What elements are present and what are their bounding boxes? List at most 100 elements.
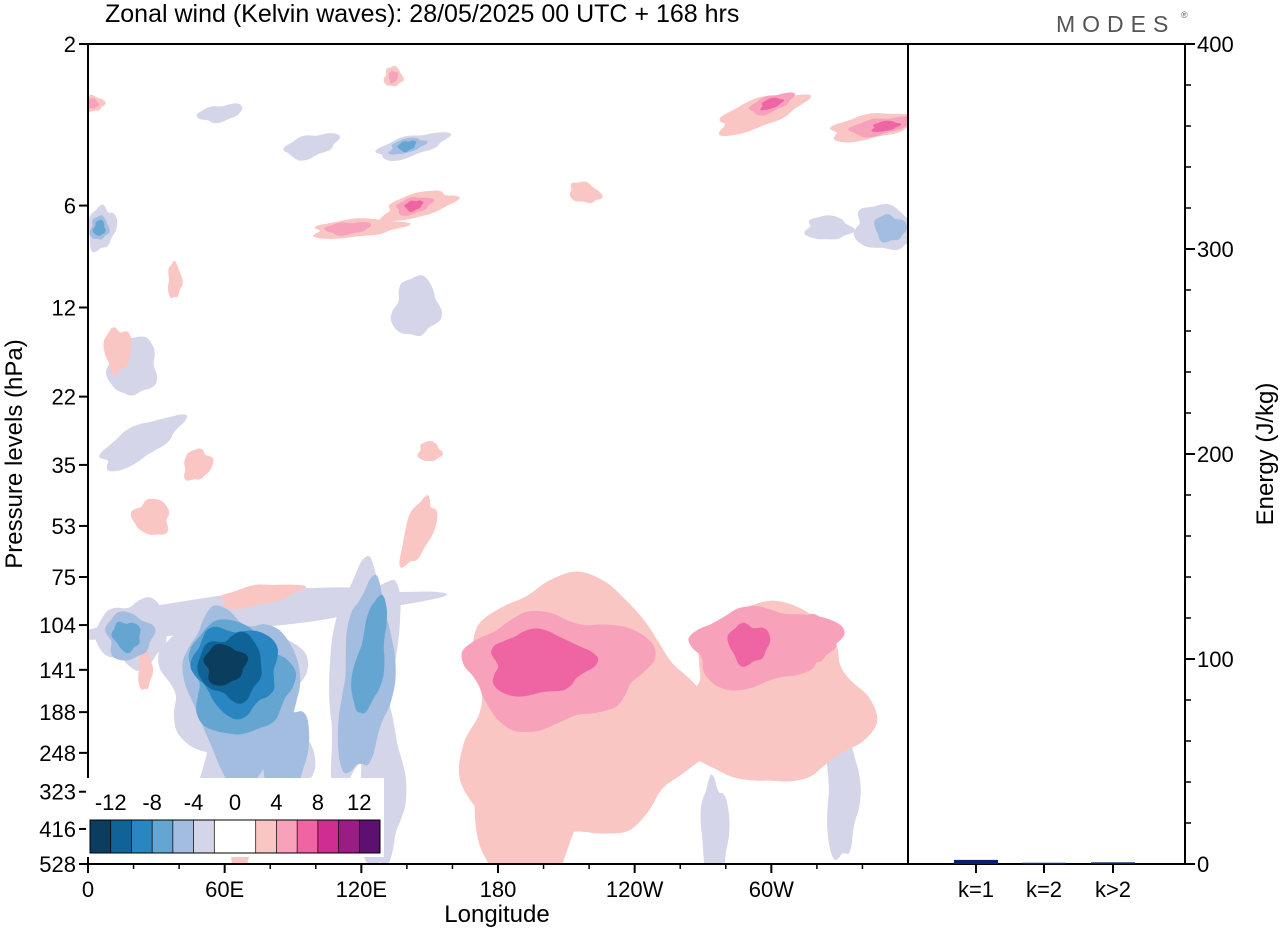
positive-wind-contour	[760, 97, 785, 111]
y-tick-label: 416	[39, 817, 76, 842]
negative-wind-contour	[874, 214, 907, 243]
energy-plot-frame	[907, 43, 1186, 865]
colorbar-swatch	[276, 820, 298, 853]
positive-wind-contour	[218, 584, 307, 610]
colorbar-swatch	[235, 820, 257, 853]
y-tick-label: 53	[52, 514, 76, 539]
negative-wind-contour	[203, 644, 249, 686]
positive-wind-contour	[727, 622, 771, 667]
colorbar-tick-label: 8	[312, 790, 324, 815]
positive-wind-contour	[417, 440, 444, 462]
y-tick-label: 6	[64, 194, 76, 219]
negative-wind-contour	[397, 140, 417, 153]
energy-y-axis: 0 100 200 300 400	[1185, 32, 1234, 877]
x-tick-label: 180	[480, 877, 517, 902]
colorbar-swatch	[214, 820, 236, 853]
positive-wind-contour	[399, 495, 438, 568]
y-tick-label: 141	[39, 658, 76, 683]
y-tick-label: 75	[52, 565, 76, 590]
y-tick-label: 248	[39, 741, 76, 766]
positive-wind-contour	[324, 222, 372, 236]
y-axis-title: Pressure levels (hPa)	[1, 339, 28, 568]
y-tick-label: 528	[39, 852, 76, 877]
colorbar-swatch	[172, 820, 195, 853]
colorbar: -12 -8 -4 0 4 8 12	[86, 778, 384, 857]
colorbar-swatch	[90, 820, 112, 853]
positive-wind-contour	[790, 613, 837, 663]
negative-wind-contour	[351, 594, 388, 714]
y-tick-label: 323	[39, 780, 76, 805]
colorbar-swatch	[317, 820, 340, 853]
energy-tick-label: 400	[1197, 32, 1234, 57]
chart-title: Zonal wind (Kelvin waves): 28/05/2025 00…	[105, 0, 739, 28]
negative-wind-contour	[88, 587, 448, 640]
energy-bar	[1022, 862, 1066, 865]
colorbar-tick-label: -8	[142, 790, 162, 815]
x-axis: 0 60E 120E 180 120W 60W	[82, 864, 864, 902]
modes-logo: MODES	[1056, 11, 1175, 37]
x-axis-title: Longitude	[444, 901, 549, 928]
y-tick-label: 104	[39, 613, 76, 638]
colorbar-swatch	[359, 820, 381, 853]
energy-tick-label: 100	[1197, 647, 1234, 672]
y-tick-label: 2	[64, 32, 76, 57]
y-axis: 2 6 12 22 35 53 75 104 141 188 248 323 416 528	[39, 32, 88, 877]
colorbar-swatch	[193, 820, 215, 853]
negative-wind-contour	[804, 215, 856, 240]
colorbar-swatch	[255, 820, 277, 853]
positive-wind-contour	[404, 200, 424, 212]
colorbar-tick-label: 0	[229, 790, 241, 815]
x-tick-label: 60E	[205, 877, 244, 902]
positive-wind-contour	[569, 181, 603, 204]
y-tick-label: 12	[52, 295, 76, 320]
colorbar-tick-label: 4	[270, 790, 282, 815]
energy-tick-label: 200	[1197, 442, 1234, 467]
positive-wind-contour	[130, 498, 170, 535]
positive-wind-contour	[103, 327, 132, 376]
energy-bars: k=1 k=2 k>2	[954, 859, 1135, 902]
negative-wind-contour	[700, 774, 730, 864]
colorbar-tick-label: -4	[184, 790, 204, 815]
positive-wind-contour	[491, 628, 599, 697]
colorbar-swatch	[131, 820, 153, 853]
energy-bar	[1091, 862, 1135, 864]
negative-wind-contour	[196, 103, 243, 124]
colorbar-frame	[89, 819, 381, 854]
negative-wind-contour	[111, 621, 141, 654]
colorbar-swatch	[297, 820, 319, 853]
energy-axis-title: Energy (J/kg)	[1252, 383, 1279, 526]
y-tick-label: 35	[52, 453, 76, 478]
positive-wind-contour	[184, 448, 214, 481]
colorbar-swatch	[152, 820, 174, 853]
negative-wind-contour	[106, 336, 158, 396]
negative-wind-contour	[92, 219, 106, 236]
colorbar-tick-label: -12	[95, 790, 127, 815]
positive-wind-contour	[388, 70, 399, 84]
x-tick-label: 60W	[749, 877, 794, 902]
energy-bar	[954, 859, 998, 864]
registered-mark: ®	[1181, 10, 1188, 20]
negative-wind-contour	[99, 414, 188, 472]
positive-wind-contour	[871, 120, 902, 132]
positive-wind-contour	[138, 644, 154, 690]
positive-wind-contour	[474, 741, 579, 864]
colorbar-swatch	[338, 820, 360, 853]
energy-tick-label: 0	[1197, 852, 1209, 877]
colorbar-tick-label: 12	[347, 790, 371, 815]
energy-category-label: k=2	[1026, 877, 1062, 902]
positive-wind-contour	[88, 98, 100, 109]
x-tick-label: 120E	[336, 877, 387, 902]
y-tick-label: 22	[52, 385, 76, 410]
contour-field	[88, 65, 908, 864]
energy-category-label: k>2	[1095, 877, 1131, 902]
energy-category-label: k=1	[958, 877, 994, 902]
x-tick-label: 0	[82, 877, 94, 902]
colorbar-swatch	[110, 820, 132, 853]
negative-wind-contour	[283, 133, 341, 161]
positive-wind-contour	[167, 260, 183, 299]
positive-wind-contour	[718, 94, 812, 136]
x-tick-label: 120W	[606, 877, 664, 902]
y-tick-label: 188	[39, 700, 76, 725]
energy-tick-label: 300	[1197, 237, 1234, 262]
